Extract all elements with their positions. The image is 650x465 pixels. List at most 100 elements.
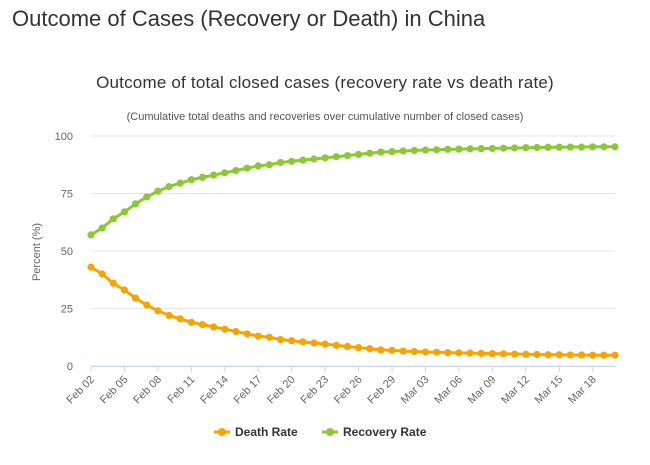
data-point[interactable] bbox=[198, 173, 207, 181]
data-point[interactable] bbox=[176, 315, 184, 323]
data-point[interactable] bbox=[98, 270, 106, 278]
legend-label: Recovery Rate bbox=[343, 425, 427, 439]
data-point[interactable] bbox=[109, 215, 117, 223]
data-point[interactable] bbox=[120, 208, 129, 216]
data-point[interactable] bbox=[488, 144, 496, 153]
data-point[interactable] bbox=[455, 349, 463, 357]
data-point[interactable] bbox=[600, 143, 608, 151]
data-point[interactable] bbox=[265, 333, 273, 341]
data-point[interactable] bbox=[232, 327, 240, 336]
data-point[interactable] bbox=[176, 179, 184, 187]
data-point[interactable] bbox=[410, 347, 418, 356]
data-point[interactable] bbox=[544, 351, 552, 359]
data-point[interactable] bbox=[221, 325, 229, 333]
data-point[interactable] bbox=[466, 145, 474, 153]
data-point[interactable] bbox=[87, 263, 95, 271]
data-point[interactable] bbox=[589, 351, 597, 359]
data-point[interactable] bbox=[477, 145, 485, 153]
data-point[interactable] bbox=[343, 151, 352, 160]
data-point[interactable] bbox=[377, 346, 385, 354]
data-point[interactable] bbox=[232, 166, 240, 175]
data-point[interactable] bbox=[577, 351, 586, 359]
data-point[interactable] bbox=[210, 323, 218, 331]
data-point[interactable] bbox=[488, 349, 496, 358]
data-point[interactable] bbox=[98, 224, 106, 232]
data-point[interactable] bbox=[332, 153, 340, 161]
data-point[interactable] bbox=[254, 332, 262, 340]
data-point[interactable] bbox=[154, 187, 162, 195]
data-point[interactable] bbox=[243, 330, 251, 338]
data-point[interactable] bbox=[589, 143, 597, 151]
data-point[interactable] bbox=[566, 143, 575, 151]
legend-item-death-rate[interactable]: Death Rate bbox=[214, 425, 298, 439]
data-point[interactable] bbox=[600, 351, 608, 359]
data-point[interactable] bbox=[399, 147, 407, 155]
data-point[interactable] bbox=[321, 340, 329, 348]
data-point[interactable] bbox=[555, 143, 563, 151]
data-point[interactable] bbox=[466, 349, 474, 357]
data-point[interactable] bbox=[165, 311, 173, 319]
data-point[interactable] bbox=[499, 350, 508, 358]
data-point[interactable] bbox=[265, 161, 273, 169]
data-point[interactable] bbox=[388, 346, 396, 354]
data-point[interactable] bbox=[299, 156, 307, 164]
data-point[interactable] bbox=[276, 158, 285, 167]
data-point[interactable] bbox=[388, 148, 396, 156]
data-point[interactable] bbox=[366, 345, 374, 353]
data-point[interactable] bbox=[221, 169, 229, 177]
data-point[interactable] bbox=[254, 162, 262, 170]
data-point[interactable] bbox=[544, 143, 552, 151]
data-point[interactable] bbox=[366, 149, 374, 157]
data-point[interactable] bbox=[421, 348, 430, 356]
data-point[interactable] bbox=[310, 155, 318, 163]
data-point[interactable] bbox=[522, 144, 530, 152]
data-point[interactable] bbox=[120, 286, 129, 294]
data-point[interactable] bbox=[533, 350, 541, 359]
data-point[interactable] bbox=[511, 350, 519, 358]
data-point[interactable] bbox=[187, 318, 195, 326]
data-point[interactable] bbox=[421, 146, 430, 154]
data-point[interactable] bbox=[611, 351, 619, 359]
data-point[interactable] bbox=[611, 143, 619, 151]
data-point[interactable] bbox=[522, 350, 530, 358]
data-point[interactable] bbox=[566, 351, 575, 359]
data-point[interactable] bbox=[332, 341, 340, 349]
data-point[interactable] bbox=[243, 164, 251, 172]
data-point[interactable] bbox=[354, 344, 363, 352]
data-point[interactable] bbox=[154, 307, 162, 315]
data-point[interactable] bbox=[143, 301, 151, 309]
data-point[interactable] bbox=[444, 145, 452, 153]
legend-item-recovery-rate[interactable]: Recovery Rate bbox=[322, 425, 427, 439]
data-point[interactable] bbox=[210, 171, 218, 179]
data-point[interactable] bbox=[143, 193, 151, 201]
data-point[interactable] bbox=[377, 148, 385, 156]
data-point[interactable] bbox=[187, 176, 195, 184]
data-point[interactable] bbox=[499, 144, 508, 152]
data-point[interactable] bbox=[555, 351, 563, 359]
data-point[interactable] bbox=[288, 337, 296, 345]
legend[interactable]: Death Rate Recovery Rate bbox=[214, 425, 427, 439]
data-point[interactable] bbox=[310, 339, 318, 347]
data-point[interactable] bbox=[533, 143, 541, 152]
data-point[interactable] bbox=[577, 143, 586, 151]
data-point[interactable] bbox=[276, 335, 285, 344]
data-point[interactable] bbox=[131, 200, 140, 208]
data-point[interactable] bbox=[433, 146, 441, 154]
data-point[interactable] bbox=[354, 150, 363, 158]
data-point[interactable] bbox=[433, 348, 441, 356]
data-point[interactable] bbox=[343, 342, 352, 351]
data-point[interactable] bbox=[399, 347, 407, 355]
data-point[interactable] bbox=[131, 294, 140, 302]
data-point[interactable] bbox=[477, 349, 485, 357]
data-point[interactable] bbox=[299, 338, 307, 346]
data-point[interactable] bbox=[511, 144, 519, 152]
data-point[interactable] bbox=[410, 146, 418, 155]
data-point[interactable] bbox=[321, 154, 329, 162]
data-point[interactable] bbox=[288, 157, 296, 165]
data-point[interactable] bbox=[455, 145, 463, 153]
data-point[interactable] bbox=[109, 279, 117, 287]
data-point[interactable] bbox=[87, 231, 95, 239]
data-point[interactable] bbox=[165, 183, 173, 191]
data-point[interactable] bbox=[198, 321, 207, 329]
data-point[interactable] bbox=[444, 349, 452, 357]
